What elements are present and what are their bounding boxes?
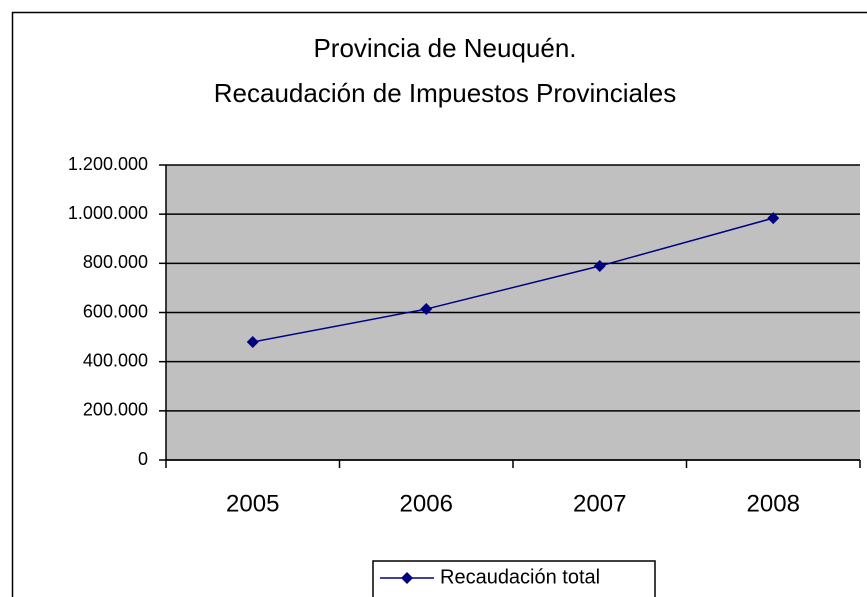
y-tick-label: 400.000 <box>83 350 148 370</box>
legend-box <box>372 560 656 597</box>
x-tick-label: 2005 <box>226 490 279 517</box>
data-marker <box>593 260 606 273</box>
y-tick-label: 600.000 <box>83 301 148 321</box>
y-tick-label: 800.000 <box>83 252 148 272</box>
x-tick-label: 2006 <box>400 490 453 517</box>
data-marker <box>246 336 259 348</box>
legend-label: Recaudación total <box>440 566 600 588</box>
legend-marker <box>401 572 413 584</box>
data-marker <box>767 212 780 225</box>
x-tick-label: 2007 <box>573 490 626 517</box>
chart-title: Recaudación de Impuestos Provinciales <box>214 78 676 108</box>
data-line <box>252 217 774 343</box>
y-tick-label: 1.000.000 <box>68 203 148 223</box>
x-tick-label: 2008 <box>747 490 800 517</box>
data-marker <box>420 303 433 316</box>
y-tick-label: 200.000 <box>83 400 148 420</box>
chart-frame <box>11 11 867 597</box>
chart-title: Provincia de Neuquén. <box>313 33 576 63</box>
y-tick-label: 0 <box>138 449 148 469</box>
y-tick-label: 1.200.000 <box>68 154 148 174</box>
